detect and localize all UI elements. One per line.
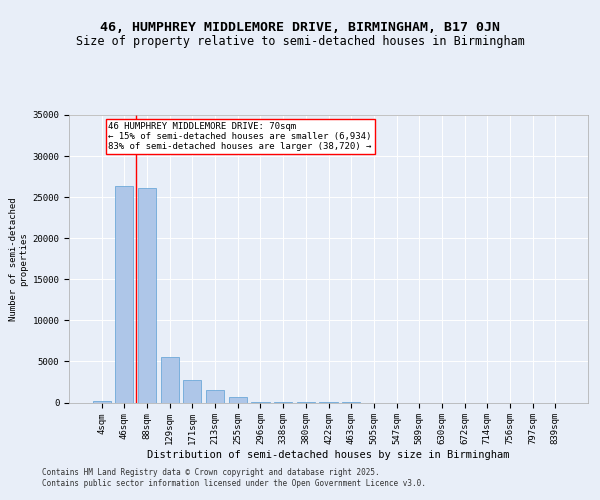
Y-axis label: Number of semi-detached
properties: Number of semi-detached properties <box>9 197 28 320</box>
Bar <box>161 358 179 403</box>
Bar <box>92 401 111 402</box>
X-axis label: Distribution of semi-detached houses by size in Birmingham: Distribution of semi-detached houses by … <box>147 450 510 460</box>
Bar <box>184 380 202 402</box>
Bar <box>138 188 156 402</box>
Bar <box>115 186 133 402</box>
Text: 46 HUMPHREY MIDDLEMORE DRIVE: 70sqm
← 15% of semi-detached houses are smaller (6: 46 HUMPHREY MIDDLEMORE DRIVE: 70sqm ← 15… <box>109 122 372 152</box>
Text: Size of property relative to semi-detached houses in Birmingham: Size of property relative to semi-detach… <box>76 34 524 48</box>
Text: Contains HM Land Registry data © Crown copyright and database right 2025.
Contai: Contains HM Land Registry data © Crown c… <box>42 468 426 487</box>
Bar <box>206 390 224 402</box>
Text: 46, HUMPHREY MIDDLEMORE DRIVE, BIRMINGHAM, B17 0JN: 46, HUMPHREY MIDDLEMORE DRIVE, BIRMINGHA… <box>100 21 500 34</box>
Bar <box>229 397 247 402</box>
